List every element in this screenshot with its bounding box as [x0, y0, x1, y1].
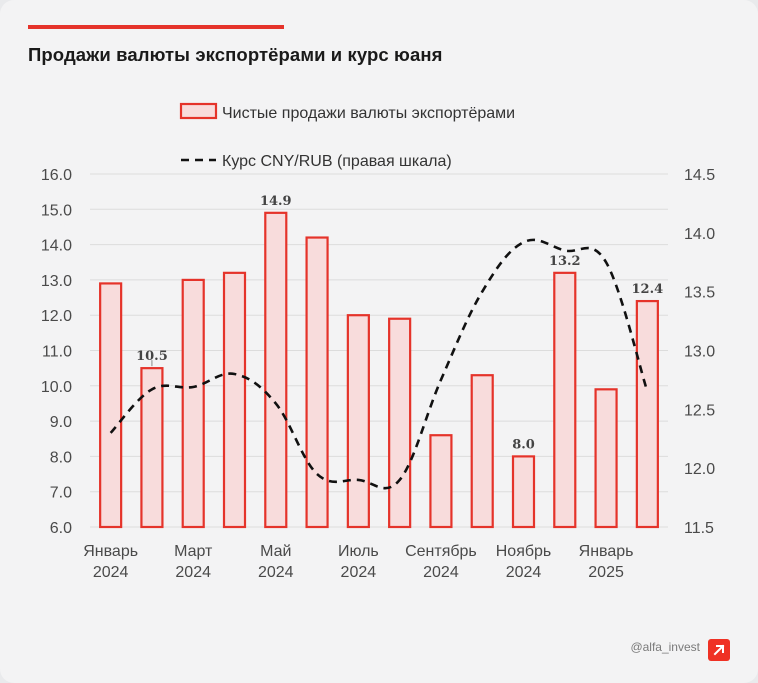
legend: Чистые продажи валюты экспортёрами Курс C… [179, 102, 515, 170]
axes: 6.0 7.0 8.0 9.0 10.0 11.0 12.0 13.0 14.0 15.0 16.0… [41, 167, 715, 581]
y-right-tick-label: 11.5 [684, 520, 714, 537]
y-right-tick-label: 14.5 [684, 167, 715, 184]
grid-lines [90, 173, 668, 528]
bar [635, 299, 659, 529]
x-tick-label-month: Май [260, 543, 291, 560]
accent-line [28, 25, 284, 29]
bar [594, 388, 618, 529]
x-tick-label-year: 2024 [258, 564, 294, 581]
data-label: 8.0 [512, 437, 535, 452]
data-label: 13.2 [549, 254, 581, 269]
bar [181, 278, 205, 529]
bar [553, 271, 577, 529]
bar [222, 271, 247, 529]
chart-title: Продажи валюты экспортёрами и курс юаня [28, 44, 443, 65]
footer-handle: @alfa_invest [630, 640, 700, 654]
y-left-tick-label: 12.0 [41, 308, 72, 325]
x-tick-label-month: Сентябрь [405, 543, 477, 560]
y-left-tick-label: 13.0 [41, 273, 72, 290]
x-tick-label-month: Январь [579, 543, 634, 560]
y-left-tick-label: 7.0 [50, 485, 72, 502]
bars [99, 211, 659, 529]
y-left-tick-label: 11.0 [42, 344, 72, 361]
x-tick-label-month: Ноябрь [496, 543, 552, 560]
bar [99, 282, 123, 529]
bar [429, 434, 453, 529]
bar [346, 314, 370, 529]
data-label: 12.4 [632, 282, 664, 297]
y-left-tick-label: 8.0 [50, 449, 72, 466]
y-right-tick-label: 13.0 [684, 344, 715, 361]
x-tick-label-month: Июль [338, 543, 379, 560]
x-tick-label-year: 2024 [423, 564, 459, 581]
y-right-tick-label: 12.0 [684, 461, 715, 478]
y-right-tick-label: 12.5 [684, 402, 715, 419]
data-labels: 10.5 14.9 8.0 13.2 12.4 [136, 194, 663, 453]
bar [264, 211, 288, 529]
bar [305, 236, 329, 529]
data-label: 14.9 [260, 194, 292, 209]
x-tick-label-month: Январь [83, 543, 138, 560]
x-tick-label-year: 2024 [341, 564, 377, 581]
legend-line-label: Курс CNY/RUB (правая шкала) [222, 153, 452, 170]
x-tick-label-year: 2024 [93, 564, 129, 581]
bar [388, 317, 412, 529]
bar [140, 367, 164, 529]
legend-bar-swatch [179, 102, 218, 120]
data-label: 10.5 [136, 349, 168, 364]
x-tick-label-year: 2024 [175, 564, 211, 581]
x-tick-label-year: 2025 [588, 564, 624, 581]
y-left-tick-label: 15.0 [41, 202, 72, 219]
x-tick-label-year: 2024 [506, 564, 542, 581]
y-left-tick-label: 16.0 [41, 167, 72, 184]
bar [470, 374, 494, 529]
bar [511, 455, 536, 529]
y-left-tick-label: 14.0 [41, 238, 72, 255]
cny-rub-line [109, 238, 649, 490]
legend-bar-label: Чистые продажи валюты экспортёрами [222, 105, 515, 122]
y-right-tick-label: 14.0 [684, 226, 715, 243]
rate-line [109, 238, 649, 490]
y-left-tick-label: 9.0 [50, 414, 72, 431]
x-tick-label-month: Март [174, 543, 213, 560]
arrow-up-right-icon[interactable] [708, 639, 730, 661]
y-left-tick-label: 10.0 [41, 379, 72, 396]
y-right-tick-label: 13.5 [684, 285, 715, 302]
y-left-tick-label: 6.0 [50, 520, 72, 537]
